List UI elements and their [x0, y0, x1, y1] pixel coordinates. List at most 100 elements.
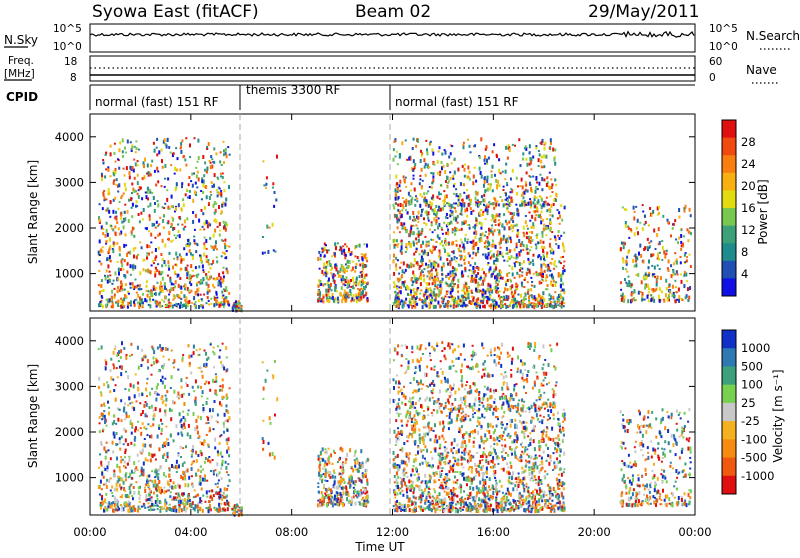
power-echo-2870 — [441, 287, 443, 290]
power-echo-566 — [159, 217, 161, 219]
power-echo-986 — [143, 259, 145, 262]
velocity-echo-951 — [114, 488, 116, 492]
velocity-echo-300 — [137, 429, 139, 431]
power-echo-3682 — [621, 298, 623, 302]
power-echo-461 — [163, 226, 165, 229]
power-echo-3587 — [657, 265, 659, 267]
power-echo-3423 — [671, 274, 673, 278]
power-echo-645 — [199, 229, 201, 231]
velocity-echo-575 — [174, 506, 176, 509]
power-echo-703 — [106, 229, 108, 233]
velocity-echo-771 — [183, 402, 185, 406]
power-echo-1593 — [420, 214, 422, 217]
power-echo-2430 — [465, 234, 467, 236]
power-echo-3599 — [677, 241, 679, 244]
power-echo-1796 — [416, 242, 418, 245]
power-echo-3512 — [627, 299, 629, 303]
power-echo-2225 — [529, 212, 531, 214]
power-echo-3096 — [503, 203, 505, 207]
power-echo-439 — [173, 227, 175, 230]
power-echo-743 — [117, 300, 119, 304]
power-echo-1214 — [348, 251, 350, 253]
power-echo-2230 — [503, 238, 505, 241]
velocity-echo-237 — [149, 505, 151, 507]
power-echo-650 — [225, 256, 227, 259]
power-echo-910 — [111, 290, 113, 294]
power-echo-3639 — [632, 259, 634, 263]
power-echo-2669 — [559, 215, 561, 219]
power-echo-729 — [133, 248, 135, 252]
power-echo-220 — [211, 158, 213, 160]
velocity-echo-994 — [156, 504, 158, 506]
velocity-echo-1134 — [344, 481, 346, 484]
power-echo-1364 — [341, 278, 343, 281]
power-echo-3009 — [458, 199, 460, 202]
power-echo-524 — [183, 247, 185, 250]
power-echo-226 — [207, 291, 209, 295]
power-echo-545 — [219, 222, 221, 226]
power-echo-2082 — [544, 270, 546, 273]
velocity-echo-952 — [123, 481, 125, 485]
power-echo-1382 — [344, 289, 346, 293]
power-echo-1242 — [344, 243, 346, 245]
power-echo-2551 — [471, 290, 473, 294]
power-echo-2736 — [526, 244, 528, 248]
power-echo-1139 — [330, 272, 332, 274]
power-echo-3368 — [454, 183, 456, 185]
power-echo-1318 — [367, 282, 369, 285]
power-echo-3536 — [654, 266, 656, 270]
power-echo-2695 — [453, 278, 455, 281]
power-echo-1388 — [362, 264, 364, 268]
power-echo-3561 — [634, 265, 636, 268]
power-echo-710 — [126, 271, 128, 274]
power-echo-3549 — [686, 256, 688, 258]
power-echo-3552 — [683, 274, 685, 277]
power-echo-2591 — [536, 236, 538, 239]
power-echo-2769 — [429, 229, 431, 231]
power-echo-3011 — [503, 189, 505, 191]
velocity-echo-905 — [151, 509, 153, 511]
power-echo-970 — [189, 281, 191, 284]
power-echo-2848 — [496, 277, 498, 281]
velocity-echo-977 — [148, 452, 150, 456]
velocity-echo-399 — [201, 502, 203, 504]
power-echo-3279 — [467, 139, 469, 141]
power-echo-455 — [140, 288, 142, 290]
power-echo-782 — [165, 296, 167, 299]
power-echo-2764 — [446, 305, 448, 308]
power-echo-1322 — [363, 294, 365, 298]
cpid-label: CPID — [6, 90, 38, 104]
power-echo-3029 — [504, 178, 506, 180]
velocity-echo-1084 — [276, 397, 278, 401]
power-echo-2583 — [425, 291, 427, 293]
power-echo-289 — [180, 268, 182, 270]
velocity-echo-694 — [181, 424, 183, 428]
velocity-echo-679 — [99, 430, 101, 433]
freq-tick-bottom: 8 — [70, 72, 77, 84]
power-echo-796 — [142, 218, 144, 220]
power-echo-2003 — [527, 281, 529, 283]
power-echo-1662 — [446, 258, 448, 261]
power-echo-2066 — [560, 235, 562, 237]
velocity-echo-220 — [112, 364, 114, 366]
velocity-echo-987 — [116, 499, 118, 503]
power-echo-808 — [139, 241, 141, 243]
power-echo-932 — [205, 185, 207, 189]
velocity-echo-828 — [103, 383, 105, 386]
power-echo-1326 — [322, 294, 324, 296]
velocity-echo-26 — [116, 432, 118, 435]
power-echo-1063 — [232, 306, 234, 310]
velocity-echo-454 — [163, 472, 165, 476]
power-echo-2676 — [489, 298, 491, 300]
power-echo-2876 — [500, 271, 502, 274]
velocity-echo-3 — [124, 402, 126, 405]
velocity-echo-4 — [153, 418, 155, 421]
power-echo-3285 — [530, 201, 532, 205]
velocity-echo-349 — [124, 490, 126, 492]
power-echo-3619 — [623, 260, 625, 264]
power-echo-3294 — [479, 167, 481, 171]
power-echo-582 — [150, 233, 152, 237]
velocity-echo-579 — [133, 472, 135, 474]
power-echo-727 — [107, 166, 109, 168]
velocity-echo-842 — [226, 442, 228, 445]
